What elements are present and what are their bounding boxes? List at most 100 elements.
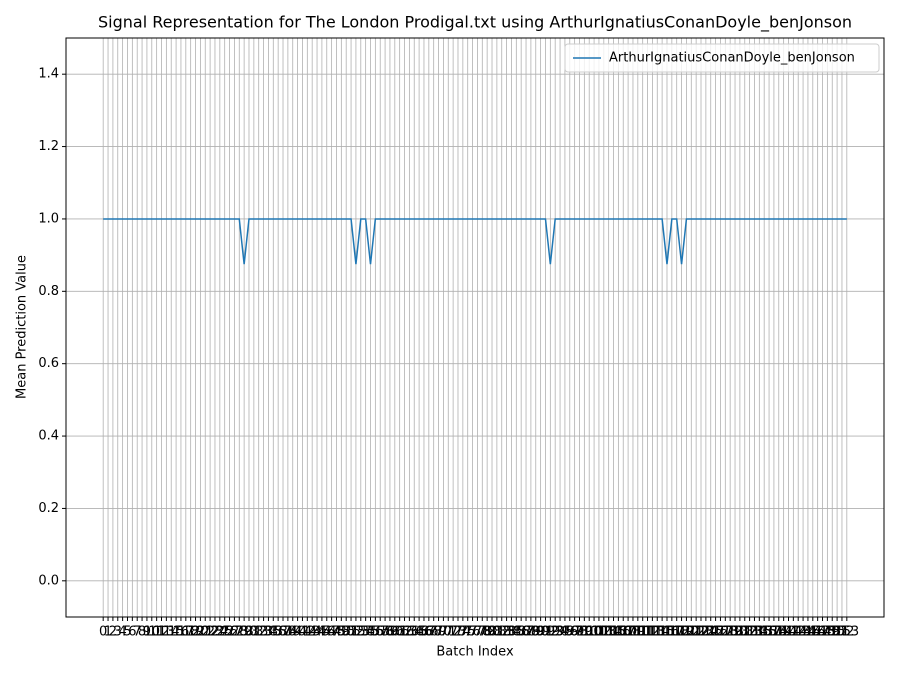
x-tick-label: 131 <box>727 625 752 640</box>
x-tick-label: 96 <box>562 625 579 640</box>
x-tick-label: 38 <box>280 625 297 640</box>
x-tick-label: 112 <box>635 625 660 640</box>
x-tick-label: 39 <box>284 625 301 640</box>
x-tick-label: 33 <box>255 625 272 640</box>
x-tick-label: 66 <box>416 625 433 640</box>
x-tick-label: 76 <box>464 625 481 640</box>
x-tick-label: 125 <box>698 625 723 640</box>
x-tick-label: 114 <box>645 625 670 640</box>
x-tick-label: 92 <box>542 625 559 640</box>
legend: ArthurIgnatiusConanDoyle_benJonson <box>564 43 880 73</box>
x-tick-label: 64 <box>406 625 423 640</box>
x-tick-label: 44 <box>309 625 326 640</box>
x-tick-label: 100 <box>577 625 602 640</box>
x-tick-label: 133 <box>737 625 762 640</box>
x-tick-label: 35 <box>265 625 282 640</box>
x-tick-label: 12 <box>153 625 170 640</box>
x-tick-label: 129 <box>718 625 743 640</box>
x-tick-label: 86 <box>513 625 530 640</box>
x-tick-label: 139 <box>766 625 791 640</box>
x-tick-label: 13 <box>158 625 175 640</box>
x-tick-label: 9 <box>143 625 151 640</box>
legend-label: ArthurIgnatiusConanDoyle_benJonson <box>609 51 855 66</box>
x-tick-label: 142 <box>781 625 806 640</box>
x-tick-label: 0 <box>99 625 107 640</box>
x-tick-label: 65 <box>411 625 428 640</box>
x-tick-label: 52 <box>348 625 365 640</box>
x-tick-label: 127 <box>708 625 733 640</box>
x-tick-label: 22 <box>202 625 219 640</box>
x-tick-label: 132 <box>732 625 757 640</box>
x-tick-label: 41 <box>294 625 311 640</box>
y-tick-label: 0.8 <box>38 284 59 299</box>
x-tick-label: 26 <box>221 625 238 640</box>
x-tick-label: 136 <box>752 625 777 640</box>
x-tick-label: 116 <box>655 625 680 640</box>
plot-frame <box>65 37 885 618</box>
x-tick-label: 137 <box>757 625 782 640</box>
x-tick-label: 80 <box>484 625 501 640</box>
x-tick-label: 11 <box>148 625 165 640</box>
x-tick-label: 23 <box>207 625 224 640</box>
x-tick-label: 107 <box>611 625 636 640</box>
y-tick-label: 1.4 <box>38 67 59 82</box>
x-tick-label: 109 <box>621 625 646 640</box>
x-tick-label: 153 <box>834 625 859 640</box>
data-line <box>103 218 847 265</box>
x-tick-label: 103 <box>591 625 616 640</box>
x-tick-label: 123 <box>689 625 714 640</box>
x-tick-label: 63 <box>401 625 418 640</box>
x-tick-label: 30 <box>241 625 258 640</box>
x-axis-label: Batch Index <box>436 645 514 660</box>
x-tick-label: 84 <box>503 625 520 640</box>
x-tick-label: 85 <box>508 625 525 640</box>
x-tick-label: 82 <box>493 625 510 640</box>
chart-title: Signal Representation for The London Pro… <box>98 13 852 33</box>
x-tick-label: 78 <box>474 625 491 640</box>
x-tick-label: 110 <box>625 625 650 640</box>
x-tick-label: 149 <box>815 625 840 640</box>
x-tick-label: 102 <box>587 625 612 640</box>
x-tick-label: 28 <box>231 625 248 640</box>
x-tick-label: 79 <box>479 625 496 640</box>
x-tick-label: 105 <box>601 625 626 640</box>
x-tick-label: 141 <box>776 625 801 640</box>
x-tick-label: 72 <box>445 625 462 640</box>
x-tick-label: 54 <box>357 625 374 640</box>
x-tick-label: 118 <box>664 625 689 640</box>
x-tick-label: 45 <box>314 625 331 640</box>
x-tick-label: 3 <box>114 625 122 640</box>
x-tick-label: 117 <box>659 625 684 640</box>
x-tick-label: 10 <box>144 625 161 640</box>
x-tick-label: 135 <box>747 625 772 640</box>
x-tick-label: 48 <box>328 625 345 640</box>
x-tick-label: 40 <box>289 625 306 640</box>
x-tick-label: 50 <box>338 625 355 640</box>
x-tick-label: 42 <box>299 625 316 640</box>
x-tick-label: 55 <box>362 625 379 640</box>
x-tick-label: 88 <box>523 625 540 640</box>
x-tick-label: 32 <box>250 625 267 640</box>
x-tick-label: 69 <box>430 625 447 640</box>
x-tick-label: 145 <box>796 625 821 640</box>
y-tick-label: 0.0 <box>38 573 59 588</box>
x-tick-label: 36 <box>270 625 287 640</box>
x-tick-label: 151 <box>825 625 850 640</box>
x-tick-label: 138 <box>761 625 786 640</box>
x-tick-label: 140 <box>771 625 796 640</box>
x-tick-label: 37 <box>275 625 292 640</box>
x-tick-label: 4 <box>118 625 126 640</box>
x-tick-label: 2 <box>109 625 117 640</box>
x-tick-label: 89 <box>527 625 544 640</box>
x-tick-label: 59 <box>382 625 399 640</box>
x-tick-label: 120 <box>674 625 699 640</box>
x-tick-label: 122 <box>684 625 709 640</box>
x-tick-label: 121 <box>679 625 704 640</box>
y-tick-label: 0.4 <box>38 429 59 444</box>
x-tick-label: 20 <box>192 625 209 640</box>
x-tick-label: 15 <box>168 625 185 640</box>
x-tick-label: 81 <box>489 625 506 640</box>
x-tick-label: 56 <box>367 625 384 640</box>
